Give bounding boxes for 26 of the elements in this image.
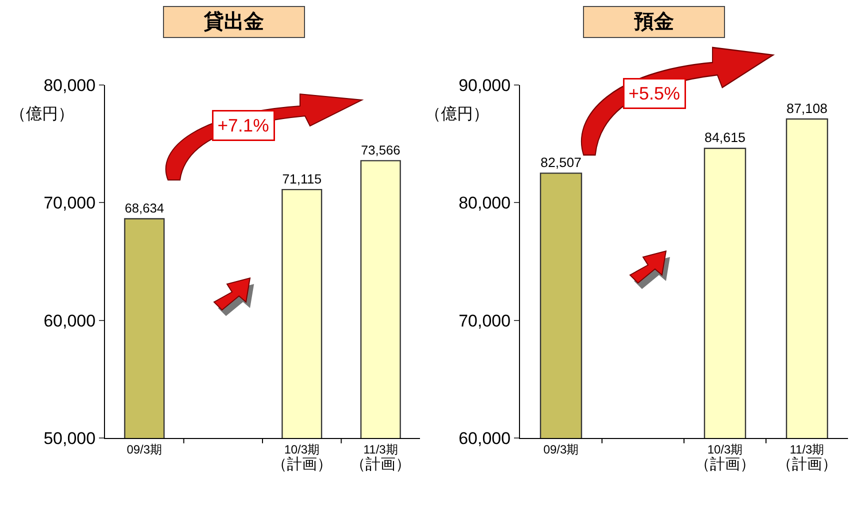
y-axis-title: （億円） [425,104,489,125]
chart-title: 貸出金 [163,6,305,38]
x-tick-label: 10/3期（計画） [272,442,332,473]
annotation: +7.1% [218,116,270,136]
y-axis-title: （億円） [10,104,74,125]
y-tick-label: 90,000 [458,76,511,95]
x-tick-label: 09/3期 [126,442,162,456]
y-tick-label: 60,000 [44,311,96,330]
y-tick-label: 70,000 [44,194,96,213]
x-tick-label: 11/3期（計画） [777,442,837,473]
y-tick-label: 60,000 [458,428,511,448]
y-tick-label: 80,000 [44,76,96,95]
data-label: 84,615 [704,130,746,146]
data-label: 71,115 [282,171,322,186]
x-tick-label: 09/3期 [543,442,579,456]
data-label: 82,507 [540,155,582,170]
data-label: 73,566 [360,142,400,158]
y-tick-label: 50,000 [44,428,96,448]
data-label: 87,108 [786,100,828,116]
x-tick-label: 10/3期（計画） [695,442,755,473]
annotation: +5.5% [628,84,680,104]
data-label: 68,634 [124,200,164,216]
y-tick-label: 70,000 [458,311,511,330]
y-tick-label: 80,000 [458,194,511,213]
chart-title: 預金 [583,6,725,38]
x-tick-label: 11/3期（計画） [350,442,411,473]
